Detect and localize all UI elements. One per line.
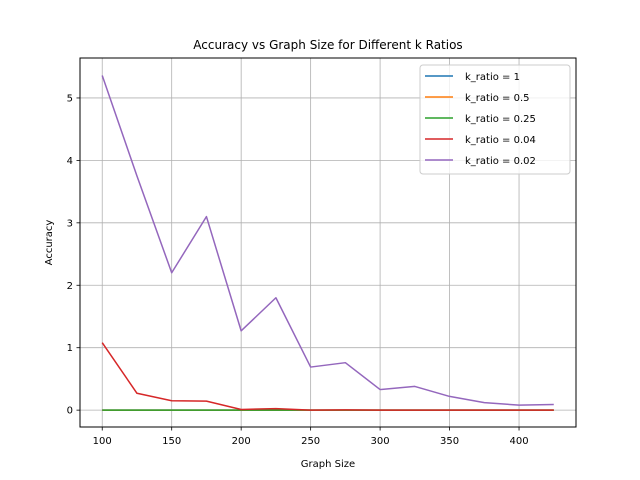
chart-title: Accuracy vs Graph Size for Different k R…	[193, 38, 462, 52]
x-tick-label: 350	[440, 436, 459, 447]
x-tick-label: 300	[371, 436, 390, 447]
legend-label: k_ratio = 0.25	[465, 114, 536, 125]
x-tick-label: 200	[232, 436, 251, 447]
x-tick-label: 400	[509, 436, 528, 447]
plot-area-frame	[79, 57, 577, 428]
x-tick-label: 100	[93, 436, 112, 447]
legend-box	[419, 64, 571, 175]
x-tick-label: 150	[162, 436, 181, 447]
series-line-4	[101, 342, 554, 411]
axis-ticks: 100 150 200 250 300 350 400 0 1 2 3 4 5	[67, 93, 529, 447]
legend-label: k_ratio = 1	[465, 72, 520, 83]
legend: k_ratio = 1 k_ratio = 0.5 k_ratio = 0.25 k_…	[419, 64, 571, 175]
y-tick-label: 0	[67, 406, 73, 417]
legend-label: k_ratio = 0.04	[465, 135, 536, 146]
y-tick-label: 1	[67, 343, 73, 354]
x-axis-label: Graph Size	[301, 459, 355, 470]
y-tick-label: 2	[67, 281, 73, 292]
series-line-5	[101, 75, 554, 406]
y-tick-label: 5	[67, 93, 73, 104]
legend-label: k_ratio = 0.02	[465, 156, 536, 167]
x-tick-label: 250	[301, 436, 320, 447]
series-lines	[101, 75, 554, 411]
y-tick-label: 4	[67, 156, 73, 167]
y-axis-label: Accuracy	[44, 220, 55, 266]
y-tick-label: 3	[67, 218, 73, 229]
legend-label: k_ratio = 0.5	[465, 93, 530, 104]
